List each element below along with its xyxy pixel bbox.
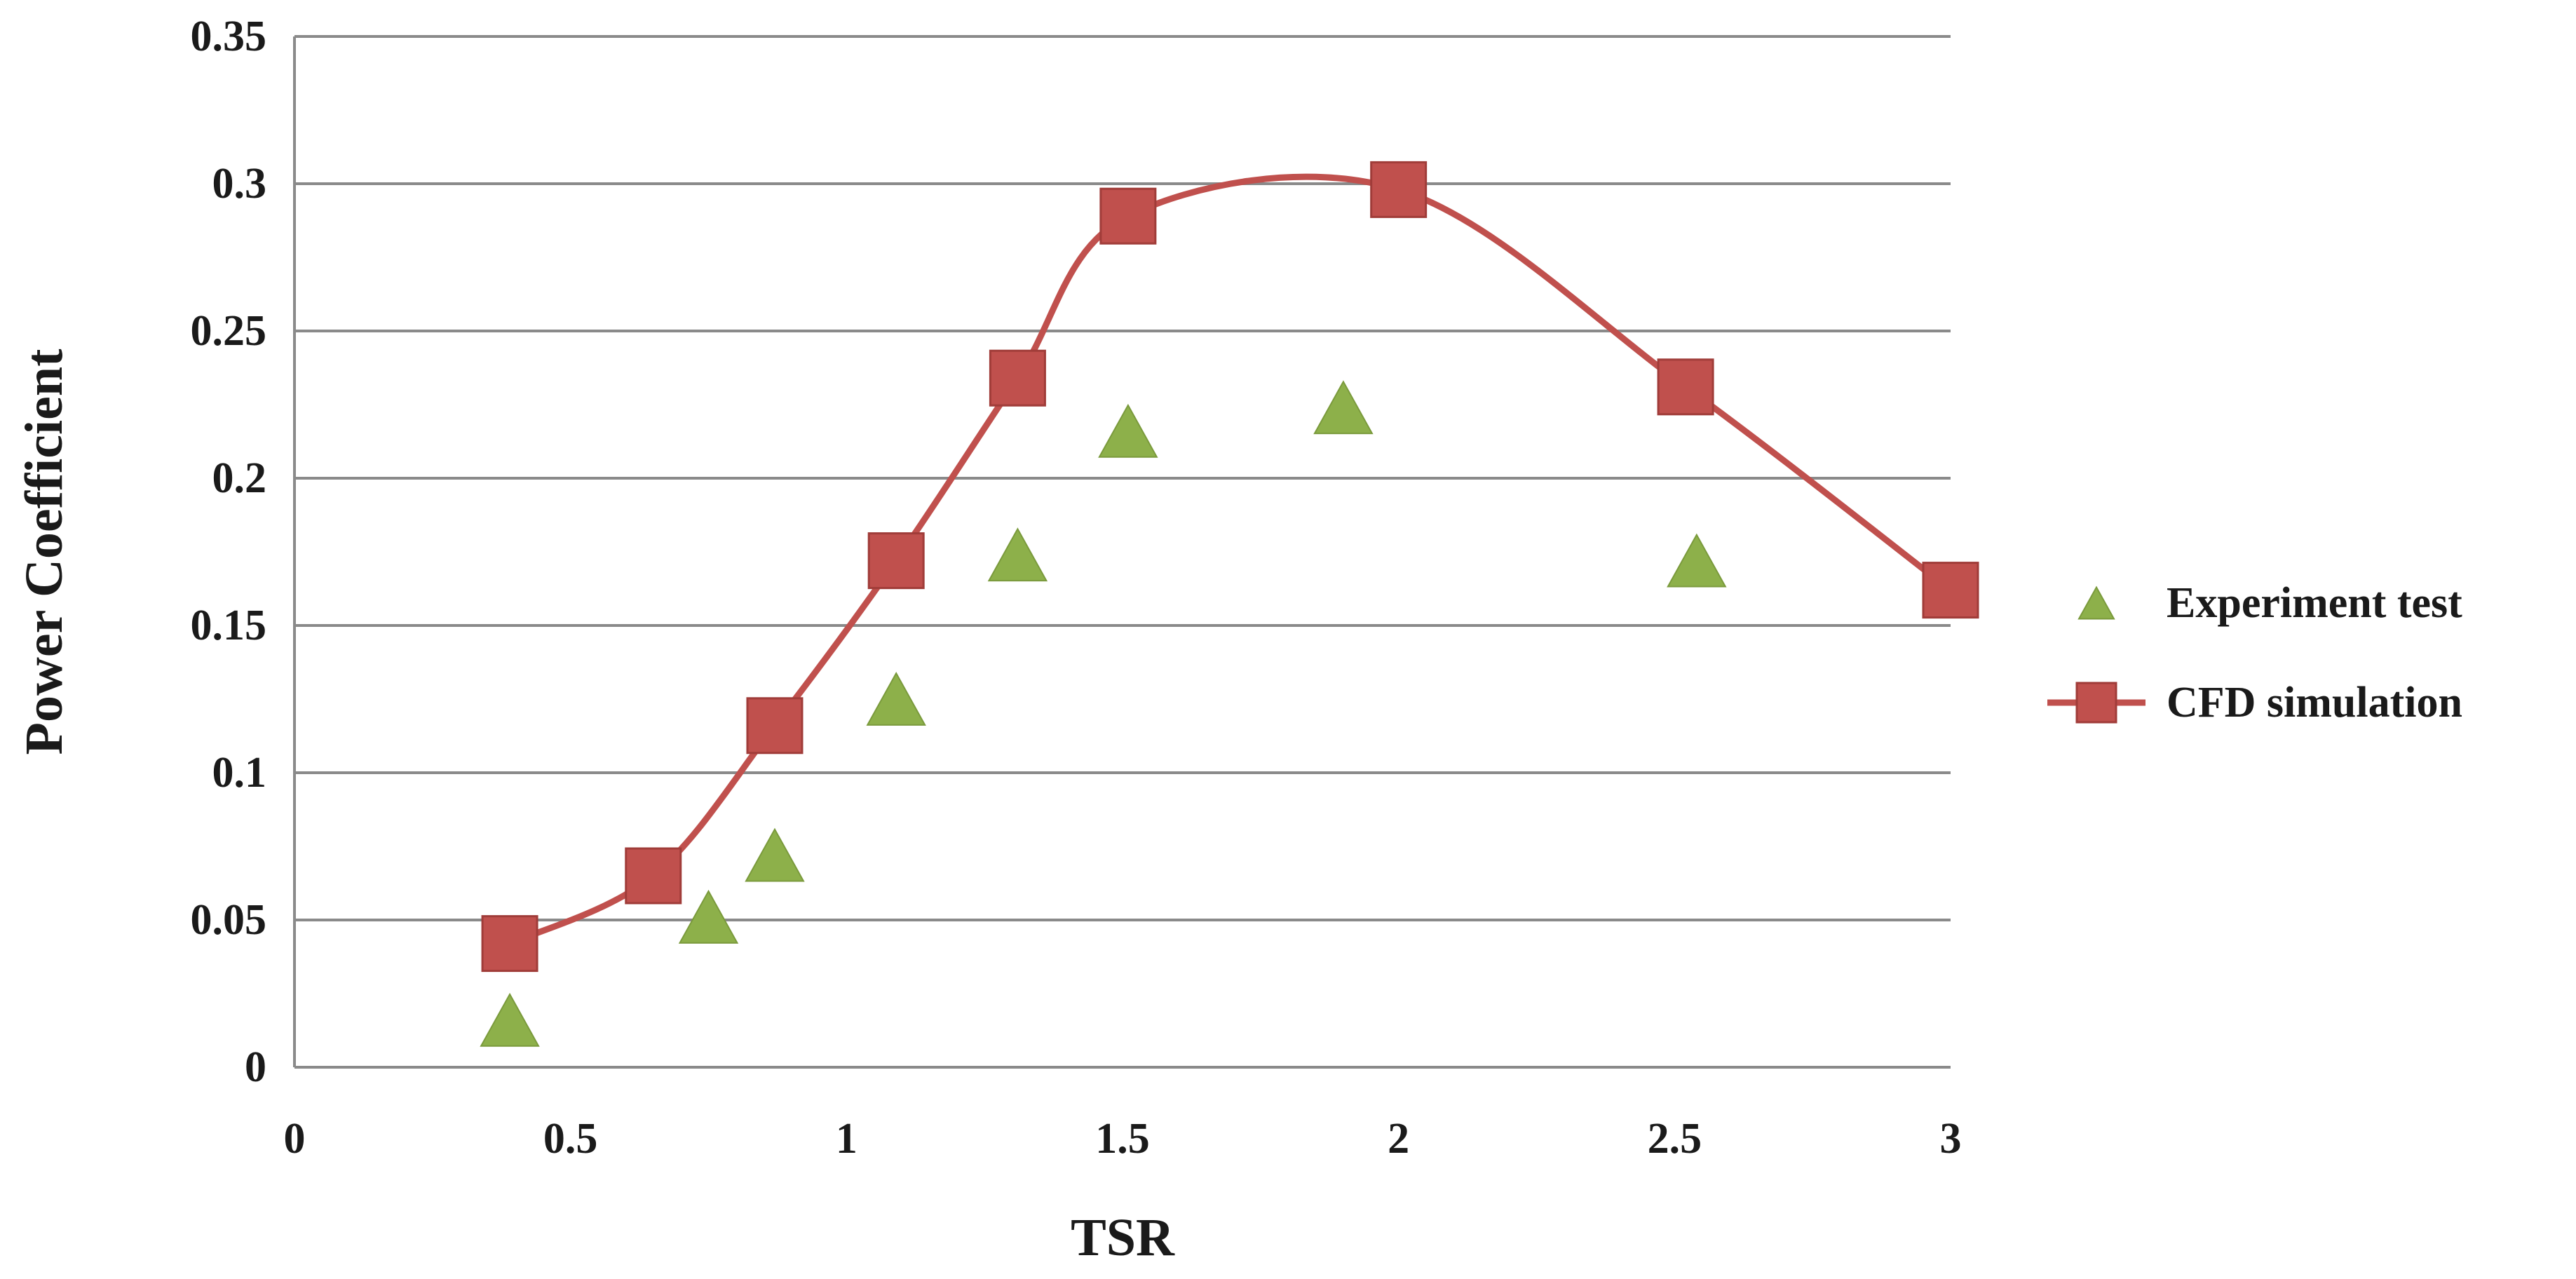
y-tick-label: 0.35 bbox=[191, 13, 267, 60]
data-point-triangle bbox=[866, 672, 926, 726]
legend-label: Experiment test bbox=[2167, 579, 2462, 627]
series-line bbox=[506, 173, 1954, 947]
y-axis-title: Power Coefficient bbox=[15, 349, 74, 755]
grid-lines bbox=[294, 35, 1951, 921]
data-point-square bbox=[1922, 562, 1979, 619]
data-point-triangle bbox=[1667, 533, 1727, 588]
y-tick-label: 0.25 bbox=[191, 307, 267, 355]
legend-item-0: Experiment test bbox=[2077, 579, 2462, 627]
y-tick-label: 0 bbox=[245, 1043, 266, 1091]
legend-marker-square bbox=[2075, 682, 2117, 724]
x-tick-label: 1 bbox=[836, 1115, 857, 1163]
y-tick-label: 0.3 bbox=[212, 160, 267, 208]
data-point-triangle bbox=[987, 527, 1048, 582]
data-point-square bbox=[1370, 161, 1428, 218]
data-point-triangle bbox=[678, 889, 739, 944]
legend-label: CFD simulation bbox=[2167, 679, 2462, 726]
data-point-triangle bbox=[1098, 403, 1158, 458]
data-point-square bbox=[989, 349, 1046, 407]
data-point-triangle bbox=[1313, 380, 1374, 435]
data-point-triangle bbox=[745, 827, 805, 882]
series-0 bbox=[480, 380, 1727, 1047]
axes bbox=[293, 36, 1951, 1069]
data-point-square bbox=[625, 847, 682, 905]
legend-marker-triangle bbox=[2077, 586, 2115, 620]
x-tick-label: 3 bbox=[1940, 1115, 1962, 1163]
y-tick-label: 0.1 bbox=[212, 749, 267, 797]
data-series bbox=[480, 161, 1979, 1047]
x-tick-label: 0.5 bbox=[543, 1115, 598, 1163]
x-tick-label: 2.5 bbox=[1648, 1115, 1702, 1163]
x-axis-title: TSR bbox=[1071, 1208, 1175, 1267]
data-point-triangle bbox=[480, 992, 540, 1047]
tick-labels: 0 0.05 0.1 0.15 0.2 0.25 0.3 0.35 0 0.5 1 1.5 2 2.5 3 bbox=[191, 13, 1962, 1163]
x-tick-label: 0 bbox=[284, 1115, 306, 1163]
x-tick-label: 2 bbox=[1388, 1115, 1409, 1163]
y-tick-label: 0.15 bbox=[191, 602, 267, 649]
data-point-square bbox=[1099, 187, 1157, 245]
legend: Experiment test CFD simulation bbox=[2047, 579, 2462, 726]
data-point-square bbox=[481, 915, 538, 973]
y-tick-label: 0.2 bbox=[212, 454, 267, 502]
series-1 bbox=[481, 161, 1979, 973]
data-point-square bbox=[1657, 358, 1714, 416]
y-tick-label: 0.05 bbox=[191, 896, 267, 944]
data-point-square bbox=[746, 697, 804, 754]
data-point-square bbox=[867, 532, 925, 590]
x-tick-label: 1.5 bbox=[1095, 1115, 1150, 1163]
legend-item-1: CFD simulation bbox=[2047, 679, 2462, 726]
